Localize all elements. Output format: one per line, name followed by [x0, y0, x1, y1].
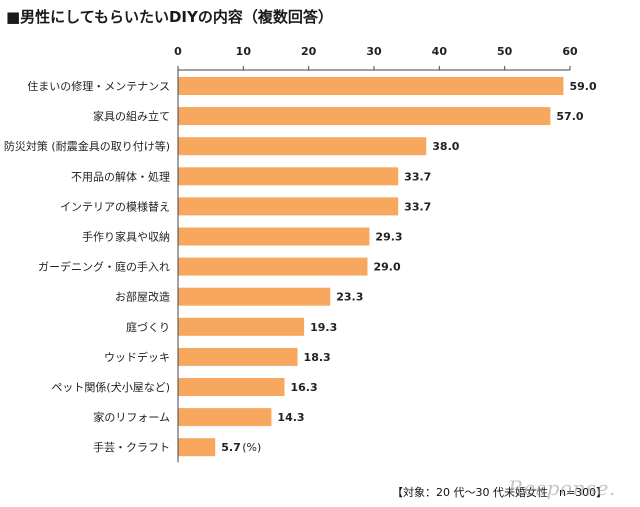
bar: [178, 347, 298, 366]
category-label: 住まいの修理・メンテナンス: [27, 79, 170, 93]
bar: [178, 227, 370, 246]
bar: [178, 107, 551, 126]
bar: [178, 438, 216, 457]
category-label: インテリアの模様替え: [60, 199, 170, 213]
bar: [178, 197, 399, 216]
chart-title: ■男性にしてもらいたいDIYの内容（複数回答）: [6, 8, 333, 26]
category-label: 防災対策 (耐震金具の取り付け等): [4, 139, 170, 153]
footnote: 【対象：20 代～30 代未婚女性 n=300】: [392, 486, 608, 499]
bar: [178, 408, 272, 427]
bar: [178, 137, 427, 156]
category-label: 不用品の解体・処理: [71, 169, 170, 183]
unit-label: (%): [242, 441, 261, 454]
category-label: 庭づくり: [126, 320, 170, 334]
value-label: 5.7: [221, 441, 241, 454]
category-label: 手作り家具や収納: [82, 230, 170, 244]
bar: [178, 317, 305, 336]
value-label: 59.0: [569, 80, 596, 93]
x-tick-label: 40: [432, 45, 448, 58]
value-label: 23.3: [336, 291, 363, 304]
value-label: 18.3: [304, 351, 331, 364]
x-tick-label: 0: [174, 45, 182, 58]
value-label: 33.7: [404, 200, 431, 213]
x-tick-label: 20: [301, 45, 317, 58]
category-label: ウッドデッキ: [104, 350, 170, 364]
category-label: 家のリフォーム: [93, 410, 170, 424]
value-label: 29.0: [373, 261, 400, 274]
category-label: 手芸・クラフト: [93, 440, 170, 454]
bar: [178, 378, 285, 396]
value-label: 33.7: [404, 170, 431, 183]
value-label: 29.3: [375, 231, 402, 244]
value-label: 16.3: [290, 381, 317, 394]
x-tick-label: 10: [236, 45, 252, 58]
x-tick-label: 50: [497, 45, 513, 58]
value-label: 14.3: [277, 411, 304, 424]
bar: [178, 287, 331, 306]
value-label: 57.0: [556, 110, 583, 123]
bar: [178, 167, 399, 186]
value-label: 19.3: [310, 321, 337, 334]
watermark-logo: Response.: [508, 476, 616, 500]
category-label: 家具の組み立て: [93, 109, 170, 123]
bar: [178, 257, 368, 276]
x-tick-label: 30: [366, 45, 382, 58]
category-label: お部屋改造: [115, 290, 170, 304]
x-tick-label: 60: [562, 45, 578, 58]
category-label: ガーデニング・庭の手入れ: [38, 260, 170, 274]
bar: [178, 77, 564, 95]
category-label: ペット関係(犬小屋など): [51, 380, 170, 394]
value-label: 38.0: [432, 140, 459, 153]
